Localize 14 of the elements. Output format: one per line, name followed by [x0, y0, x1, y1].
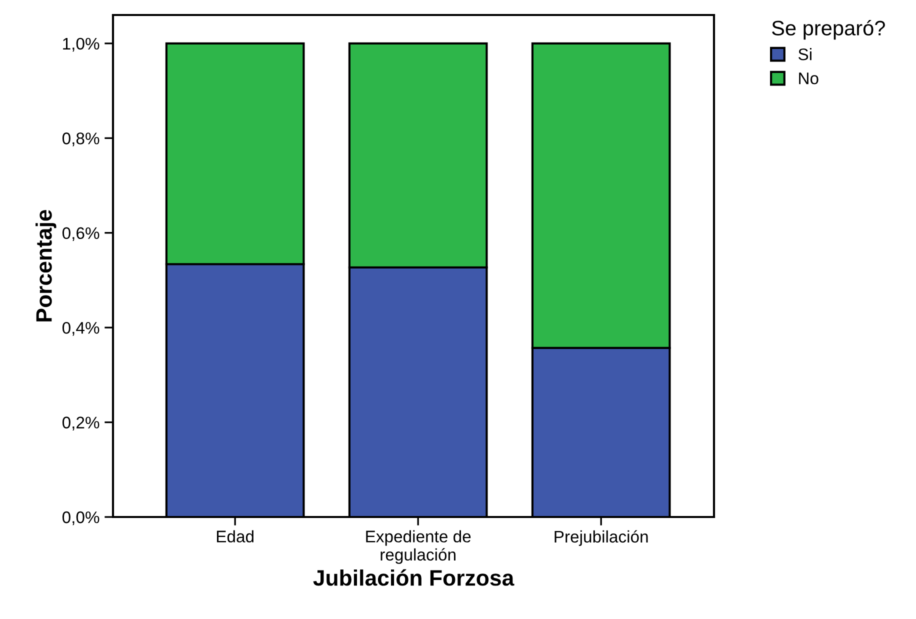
x-tick-label: Expediente de regulación: [366, 530, 471, 564]
x-axis-title: Jubilación Forzosa: [313, 569, 514, 586]
y-tick-label: 0,8%: [62, 132, 100, 146]
y-tick-label: 1,0%: [63, 38, 100, 52]
y-tick-label: 0,0%: [62, 511, 100, 526]
x-tick-label: Edad: [216, 530, 254, 542]
y-tick-label: 0,6%: [62, 227, 100, 242]
legend-label: No: [799, 72, 818, 84]
legend-label: Si: [798, 48, 812, 60]
x-tick-label: Prejubilación: [554, 530, 648, 546]
y-tick-label: 0,4%: [62, 322, 100, 336]
y-tick-label: 0,2%: [62, 416, 100, 430]
y-axis-title: Porcentaje: [36, 210, 56, 322]
legend-title: Se preparó?: [772, 20, 885, 40]
